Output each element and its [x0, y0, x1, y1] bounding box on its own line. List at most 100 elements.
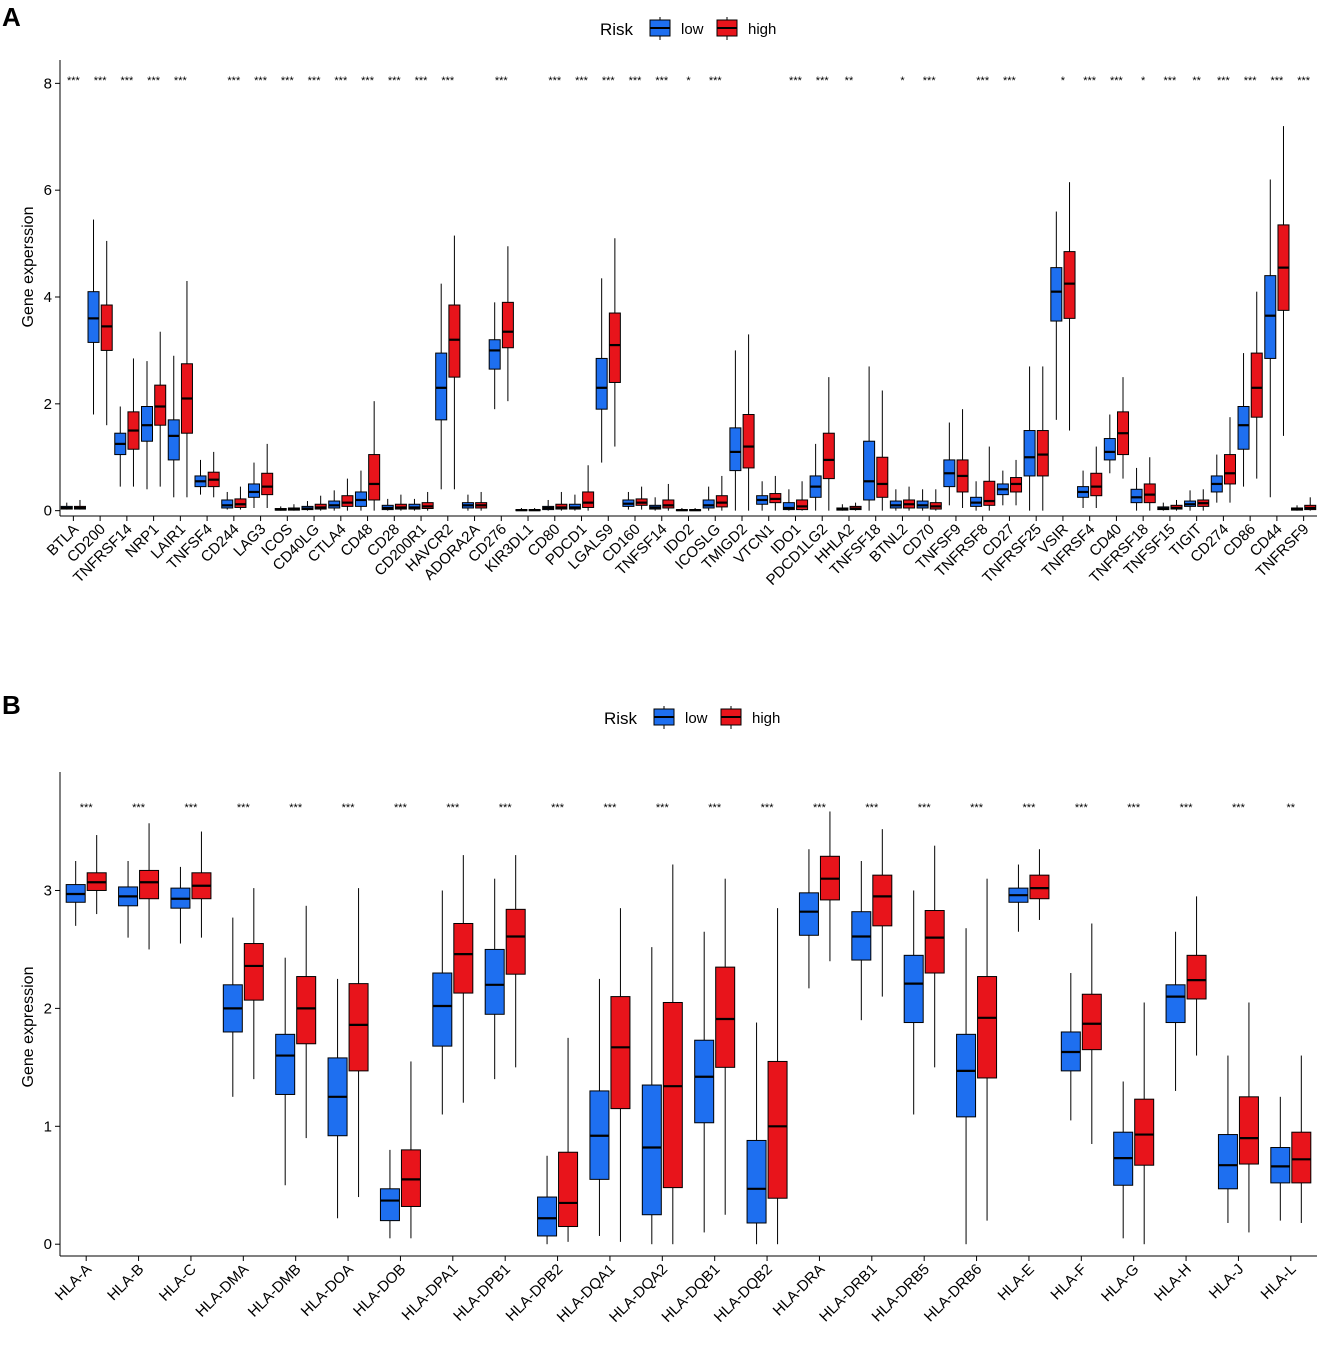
box-low	[1050, 267, 1063, 322]
group-ido2: *IDO2	[661, 75, 702, 558]
box-low	[694, 1039, 715, 1124]
box-low	[484, 948, 505, 1015]
panel-b-legend-high-label: high	[752, 710, 780, 727]
group-cd40lg: ***CD40LG	[270, 75, 327, 574]
significance-label: ***	[604, 802, 618, 814]
box-high	[1063, 251, 1076, 319]
box-high	[924, 910, 945, 974]
box-high	[296, 976, 317, 1045]
group-vsir: *VSIR	[1035, 75, 1076, 558]
significance-label: ***	[499, 802, 513, 814]
group-tnfrsf9: ***TNFRSF9	[1253, 75, 1317, 581]
box-low	[537, 1196, 558, 1237]
box-low	[702, 499, 715, 509]
box-high	[822, 432, 835, 480]
box-high	[139, 869, 160, 900]
group-cd274: ***CD274	[1187, 75, 1236, 566]
x-tick-label: HLA-L	[1258, 1261, 1300, 1303]
group-hla-e: *** HLA-E	[994, 802, 1050, 1304]
significance-label: ***	[120, 75, 134, 87]
significance-label: ***	[1297, 75, 1311, 87]
significance-label: ***	[237, 802, 251, 814]
significance-label: ***	[1075, 802, 1089, 814]
significance-label: ***	[174, 75, 188, 87]
box-low	[275, 1033, 296, 1095]
group-cd86: ***CD86	[1220, 75, 1263, 560]
significance-label: ***	[308, 75, 322, 87]
box-high	[610, 996, 631, 1110]
y-tick-label: 2	[44, 396, 52, 413]
group-cd44: ***CD44	[1247, 75, 1290, 560]
box-high	[154, 384, 167, 426]
box-low	[1023, 430, 1036, 477]
box-high	[261, 472, 274, 496]
group-icoslg: ***ICOSLG	[672, 75, 728, 573]
group-hla-dmb: *** HLA-DMB	[245, 802, 317, 1321]
group-hla-b: *** HLA-B	[104, 802, 160, 1304]
box-high	[400, 1149, 421, 1207]
significance-label: ***	[816, 75, 830, 87]
panel-b: B Risk low high Gene expression 0123***H…	[2, 690, 1317, 1326]
group-tnfrsf4: ***TNFRSF4	[1039, 75, 1103, 581]
box-low	[729, 427, 742, 472]
box-low	[903, 954, 924, 1024]
y-tick-label: 3	[44, 882, 52, 899]
box-high	[1090, 472, 1103, 497]
panel-a-label: A	[2, 2, 21, 32]
group-hla-h: *** HLA-H	[1151, 802, 1207, 1305]
panel-a-y-axis-label: Gene experssion	[20, 207, 37, 328]
group-tnfrsf18: *TNFRSF18	[1086, 75, 1156, 586]
box-high	[876, 456, 889, 498]
significance-label: ***	[132, 802, 146, 814]
significance-label: ***	[602, 75, 616, 87]
significance-label: ***	[1232, 802, 1246, 814]
x-tick-label: HLA-B	[104, 1261, 147, 1304]
group-havcr2: ***HAVCR2	[402, 75, 461, 575]
box-low	[1165, 984, 1186, 1024]
panel-b-label: B	[2, 690, 21, 720]
box-high	[715, 495, 728, 508]
panel-a-legend: Risk low high	[600, 17, 776, 40]
significance-label: ***	[709, 75, 723, 87]
box-high	[1029, 874, 1050, 900]
panel-b-legend: Risk low high	[604, 706, 780, 729]
box-low	[247, 483, 260, 498]
significance-label: ***	[551, 802, 565, 814]
significance-label: ***	[227, 75, 241, 87]
box-high	[872, 874, 893, 927]
box-high	[1036, 430, 1049, 477]
significance-label: ***	[1163, 75, 1177, 87]
y-tick-label: 4	[44, 289, 52, 306]
significance-label: **	[1192, 75, 1201, 87]
x-tick-label: HLA-A	[52, 1261, 95, 1304]
group-hla-dpa1: ***HLA-DPA1	[399, 802, 474, 1324]
significance-label: *	[900, 75, 905, 87]
box-high	[715, 966, 736, 1068]
group-hla-dra: ***HLA-DRA	[770, 802, 840, 1319]
x-tick-label: HLA-G	[1098, 1261, 1142, 1305]
x-tick-label: HLA-C	[156, 1261, 200, 1305]
panel-b-legend-key-high	[720, 706, 742, 729]
significance-label: ***	[976, 75, 990, 87]
group-lag3: ***LAG3	[230, 75, 274, 560]
box-low	[141, 406, 154, 442]
box-high	[983, 480, 996, 506]
significance-label: ***	[80, 802, 94, 814]
group-hla-g: *** HLA-G	[1098, 802, 1155, 1305]
group-hla-l: ** HLA-L	[1258, 802, 1312, 1303]
box-low	[595, 357, 608, 410]
group-hla-dpb2: ***HLA-DPB2	[502, 802, 579, 1325]
panel-a-legend-key-low	[649, 17, 671, 40]
x-tick-label: HLA-DMB	[245, 1261, 305, 1321]
significance-label: ***	[1270, 75, 1284, 87]
significance-label: ***	[708, 802, 722, 814]
significance-label: *	[1061, 75, 1066, 87]
significance-label: ***	[1023, 802, 1037, 814]
group-hla-c: *** HLA-C	[156, 802, 212, 1305]
significance-label: **	[845, 75, 854, 87]
box-low	[379, 1188, 400, 1222]
x-tick-label: HLA-DMA	[192, 1261, 252, 1321]
